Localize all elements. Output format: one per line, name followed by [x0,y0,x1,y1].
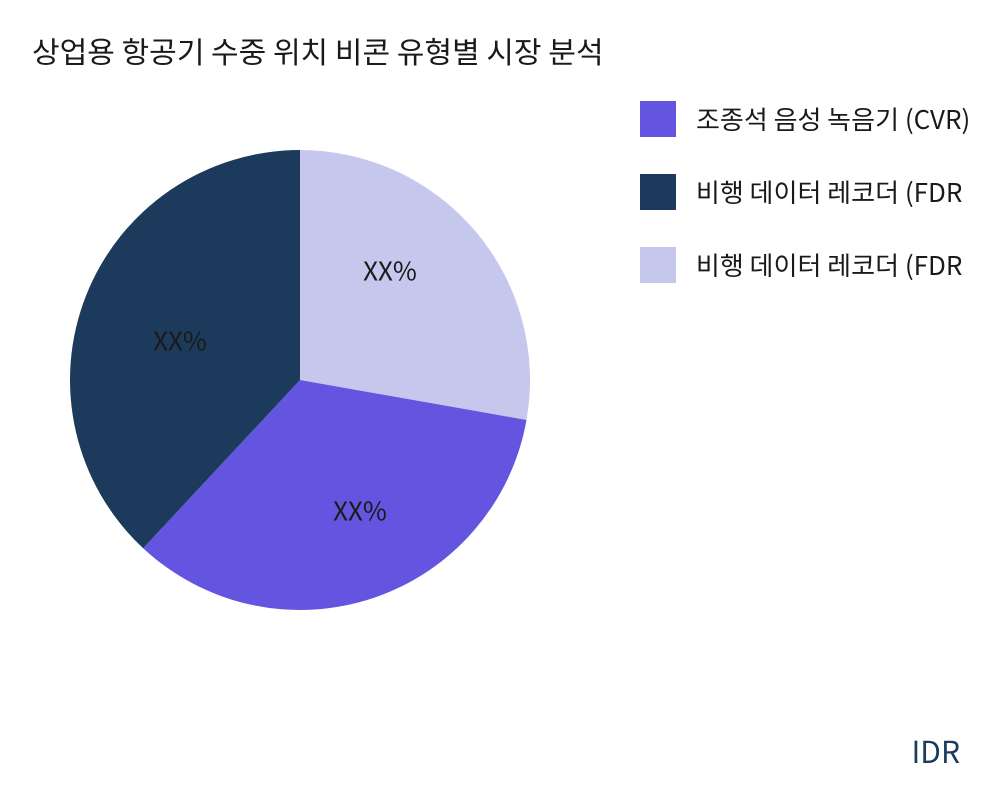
footer-source: IDR [912,728,960,772]
pie-svg [40,120,560,640]
pie-slice-label: XX% [333,492,387,529]
pie-slice-label: XX% [363,252,417,289]
pie-chart: XX% XX% XX% [40,120,560,640]
legend-label: 조종석 음성 녹음기 (CVR) [696,100,970,137]
legend-item: 비행 데이터 레코더 (FDR [640,173,1000,210]
pie-slice-label: XX% [153,322,207,359]
legend-item: 조종석 음성 녹음기 (CVR) [640,100,1000,137]
legend-label: 비행 데이터 레코더 (FDR [696,173,962,210]
chart-title: 상업용 항공기 수중 위치 비콘 유형별 시장 분석 [32,28,603,72]
legend-label: 비행 데이터 레코더 (FDR [696,246,962,283]
legend-swatch [640,101,676,137]
legend-swatch [640,174,676,210]
legend: 조종석 음성 녹음기 (CVR) 비행 데이터 레코더 (FDR 비행 데이터 레코… [640,100,1000,319]
legend-item: 비행 데이터 레코더 (FDR [640,246,1000,283]
legend-swatch [640,247,676,283]
